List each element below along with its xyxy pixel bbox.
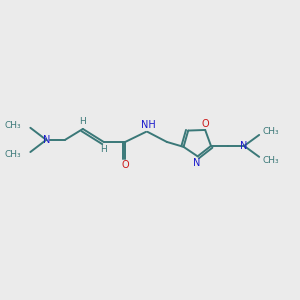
Text: O: O <box>122 160 129 170</box>
Text: H: H <box>80 117 86 126</box>
Text: N: N <box>241 141 248 151</box>
Text: N: N <box>43 135 50 145</box>
Text: CH₃: CH₃ <box>4 121 21 130</box>
Text: NH: NH <box>141 121 156 130</box>
Text: H: H <box>100 145 107 154</box>
Text: N: N <box>194 158 201 168</box>
Text: O: O <box>202 118 210 129</box>
Text: CH₃: CH₃ <box>262 156 279 165</box>
Text: CH₃: CH₃ <box>262 127 279 136</box>
Text: CH₃: CH₃ <box>4 150 21 159</box>
